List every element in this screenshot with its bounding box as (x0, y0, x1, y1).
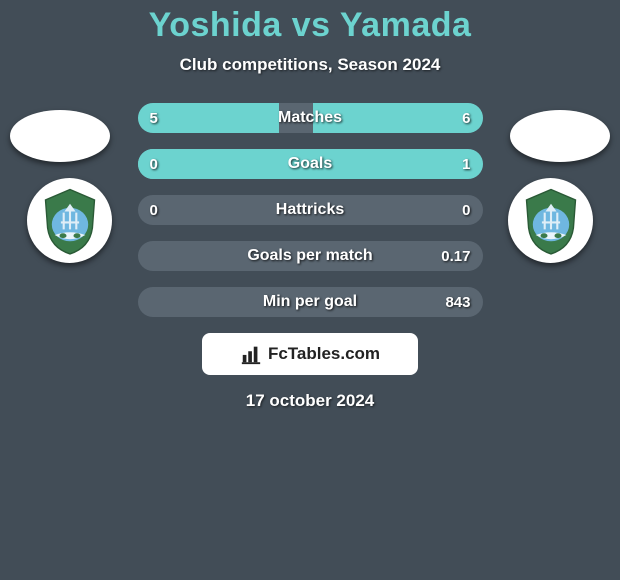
stat-row: Goals per match 0.17 (138, 241, 483, 271)
stat-value-right: 0.17 (441, 248, 470, 265)
stat-label: Matches (278, 109, 342, 127)
brand-text: FcTables.com (268, 344, 380, 364)
stat-label: Min per goal (263, 293, 357, 311)
stat-label: Goals (288, 155, 332, 173)
content: Yoshida vs Yamada Club competitions, Sea… (0, 0, 620, 411)
shield-icon (516, 186, 586, 256)
stat-value-right: 0 (462, 202, 470, 219)
stat-value-right: 1 (462, 156, 470, 173)
stat-row: Hattricks 0 0 (138, 195, 483, 225)
stat-row: Matches 5 6 (138, 103, 483, 133)
comparison-card: Yoshida vs Yamada Club competitions, Sea… (0, 0, 620, 580)
stat-label: Goals per match (247, 247, 372, 265)
page-title: Yoshida vs Yamada (0, 6, 620, 45)
bar-chart-icon (240, 343, 262, 365)
player-right-avatar (510, 110, 610, 162)
team-logo-left (27, 178, 112, 263)
stat-value-left: 5 (150, 110, 158, 127)
stat-row: Min per goal 843 (138, 287, 483, 317)
stat-label: Hattricks (276, 201, 344, 219)
stat-rows: Matches 5 6 Goals 0 1 Hattricks 0 0 Goals per mat… (138, 103, 483, 317)
brand-badge: FcTables.com (202, 333, 418, 375)
stat-value-left: 0 (150, 202, 158, 219)
team-logo-right (508, 178, 593, 263)
stat-value-right: 843 (445, 294, 470, 311)
player-left-avatar (10, 110, 110, 162)
subtitle: Club competitions, Season 2024 (0, 55, 620, 75)
stat-value-left: 0 (150, 156, 158, 173)
date: 17 october 2024 (0, 391, 620, 411)
bar-left-fill (138, 103, 279, 133)
shield-icon (35, 186, 105, 256)
stat-row: Goals 0 1 (138, 149, 483, 179)
stat-value-right: 6 (462, 110, 470, 127)
